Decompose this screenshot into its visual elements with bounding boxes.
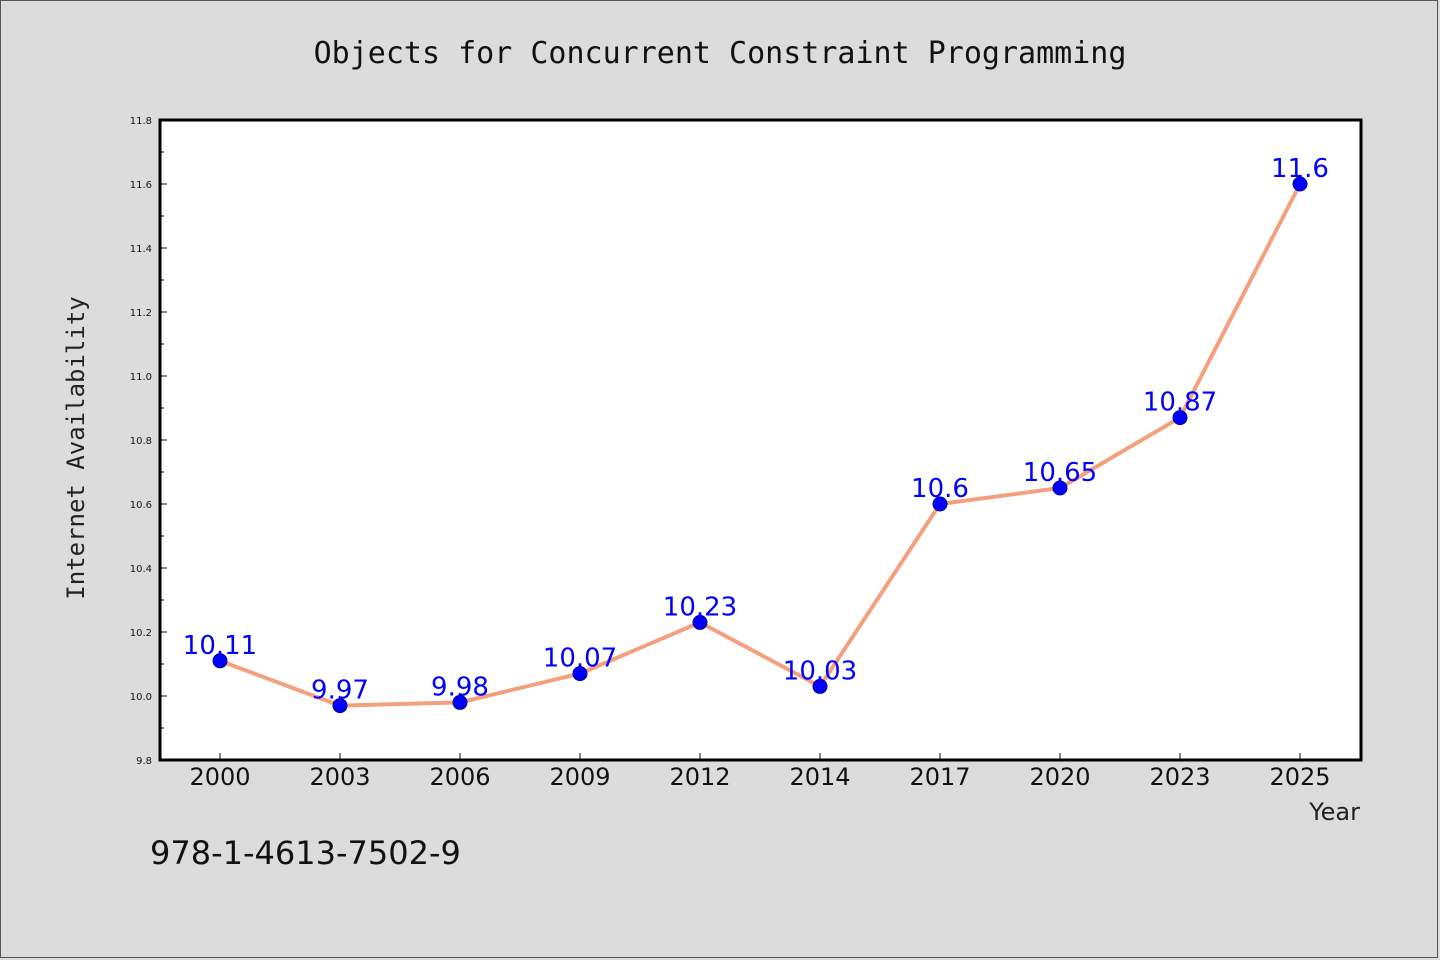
data-point	[212, 653, 228, 669]
data-point	[812, 678, 828, 694]
data-point	[1172, 410, 1188, 426]
x-tick-label: 2025	[1269, 763, 1330, 791]
x-tick-label: 2012	[669, 763, 730, 791]
data-label: 10.11	[183, 631, 257, 661]
y-axis-ticks: 9.8 10.0 10.2 10.4 10.6 10.8 11.0 11.2 11.4 11.6 1…	[130, 116, 167, 767]
data-label: 10.65	[1023, 458, 1097, 488]
data-label: 9.98	[431, 672, 489, 702]
y-tick-label: 10.8	[130, 436, 152, 447]
series-markers	[212, 176, 1308, 714]
plot-area	[158, 118, 1363, 762]
data-point	[1292, 176, 1308, 192]
x-axis-label: Year	[1308, 798, 1360, 826]
data-labels: 10.11 9.97 9.98 10.07 10.23 10.03 10.6 10.65 10.…	[183, 154, 1329, 706]
data-point	[332, 698, 348, 714]
data-point	[692, 614, 708, 630]
data-label: 10.23	[663, 592, 737, 622]
y-tick-label: 11.6	[130, 180, 152, 191]
y-tick-label: 11.2	[130, 308, 152, 319]
data-label: 11.6	[1271, 154, 1329, 184]
x-tick-label: 2003	[309, 763, 370, 791]
y-tick-label: 11.4	[130, 244, 152, 255]
x-tick-label: 2017	[909, 763, 970, 791]
data-point	[1052, 480, 1068, 496]
y-tick-label: 10.4	[130, 564, 152, 575]
data-point	[572, 666, 588, 682]
x-tick-label: 2023	[1149, 763, 1210, 791]
x-tick-label: 2020	[1029, 763, 1090, 791]
data-label: 10.03	[783, 656, 857, 686]
y-axis-label: Internet Availability	[62, 296, 90, 599]
data-point	[932, 496, 948, 512]
chart-title: Objects for Concurrent Constraint Progra…	[314, 36, 1127, 71]
y-tick-label: 10.0	[130, 692, 152, 703]
x-tick-label: 2000	[189, 763, 250, 791]
y-tick-label: 11.8	[130, 116, 152, 127]
x-tick-label: 2009	[549, 763, 610, 791]
data-label: 10.6	[911, 474, 969, 504]
footnote-isbn: 978-1-4613-7502-9	[150, 834, 461, 872]
x-tick-label: 2006	[429, 763, 490, 791]
y-tick-label: 11.0	[130, 372, 152, 383]
y-tick-label: 10.2	[130, 628, 152, 639]
y-tick-label: 10.6	[130, 500, 152, 511]
data-label: 10.07	[543, 644, 617, 674]
x-axis-ticks: 2000 2003 2006 2009 2012 2014 2017 2020 2023 2025	[189, 753, 1331, 791]
data-label: 10.87	[1143, 388, 1217, 418]
series-line	[219, 183, 1302, 708]
data-point	[452, 694, 468, 710]
data-label: 9.97	[311, 676, 369, 706]
x-tick-label: 2014	[789, 763, 850, 791]
y-tick-label: 9.8	[136, 756, 152, 767]
